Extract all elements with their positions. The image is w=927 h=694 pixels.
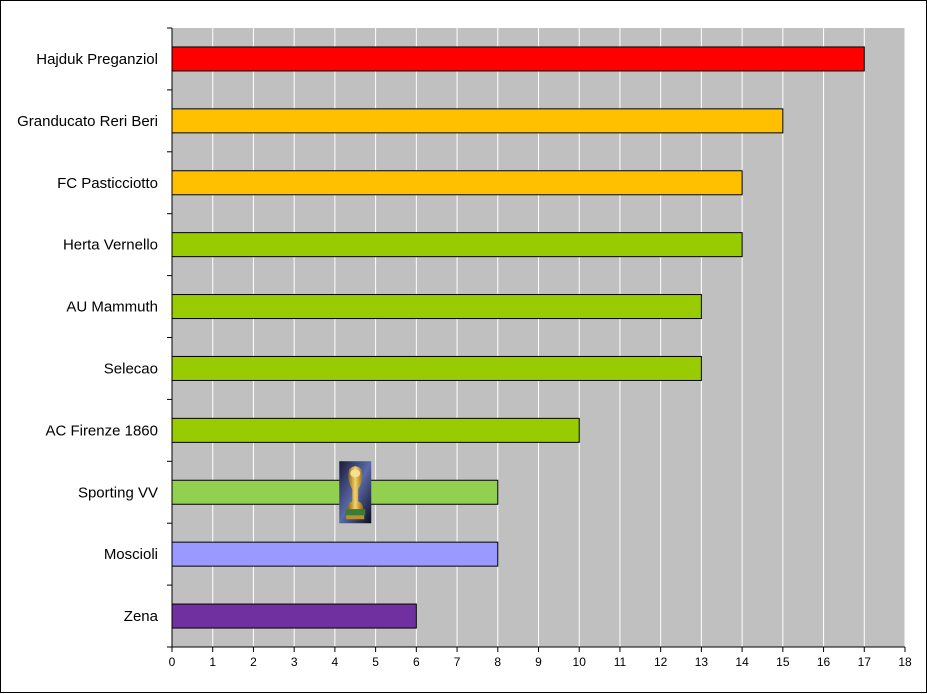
category-label: AU Mammuth <box>66 299 158 316</box>
bar-2 <box>171 170 743 196</box>
x-tick-label: 7 <box>454 655 461 669</box>
x-tick-label: 10 <box>573 655 587 669</box>
annotations <box>339 461 372 524</box>
x-tick-label: 1 <box>209 655 216 669</box>
x-tick-label: 17 <box>858 655 872 669</box>
x-tick-label: 6 <box>413 655 420 669</box>
x-tick-label: 12 <box>654 655 668 669</box>
bar-4 <box>171 294 702 320</box>
category-label: Herta Vernello <box>63 237 158 254</box>
bar-3 <box>171 232 743 258</box>
category-label: Hajduk Preganziol <box>36 51 158 68</box>
x-tick-label: 3 <box>291 655 298 669</box>
axes <box>167 27 906 652</box>
x-tick-label: 11 <box>614 655 627 669</box>
x-tick-label: 14 <box>735 655 749 669</box>
bar-8 <box>171 541 499 567</box>
x-tick-label: 18 <box>898 655 912 669</box>
category-label: Granducato Reri Beri <box>17 113 158 130</box>
category-label: Sporting VV <box>78 484 158 501</box>
bar-1 <box>171 108 784 134</box>
bar-6 <box>171 417 580 443</box>
trophy-icon <box>339 461 372 524</box>
x-tick-label: 8 <box>494 655 501 669</box>
category-label: Moscioli <box>104 546 158 563</box>
x-tick-label: 15 <box>776 655 790 669</box>
category-label: FC Pasticciotto <box>57 175 158 192</box>
x-tick-label: 13 <box>695 655 709 669</box>
x-tick-label: 4 <box>332 655 339 669</box>
bar-7 <box>171 479 499 505</box>
bars <box>171 46 865 629</box>
bar-0 <box>171 46 865 72</box>
category-label: AC Firenze 1860 <box>45 422 158 439</box>
x-tick-label: 9 <box>535 655 542 669</box>
category-label: Selecao <box>104 360 158 377</box>
x-tick-label: 0 <box>169 655 176 669</box>
category-label: Zena <box>124 608 159 625</box>
bar-5 <box>171 355 702 381</box>
x-tick-label: 16 <box>817 655 831 669</box>
x-tick-label: 5 <box>372 655 379 669</box>
bar-9 <box>171 603 417 629</box>
x-tick-label: 2 <box>250 655 257 669</box>
